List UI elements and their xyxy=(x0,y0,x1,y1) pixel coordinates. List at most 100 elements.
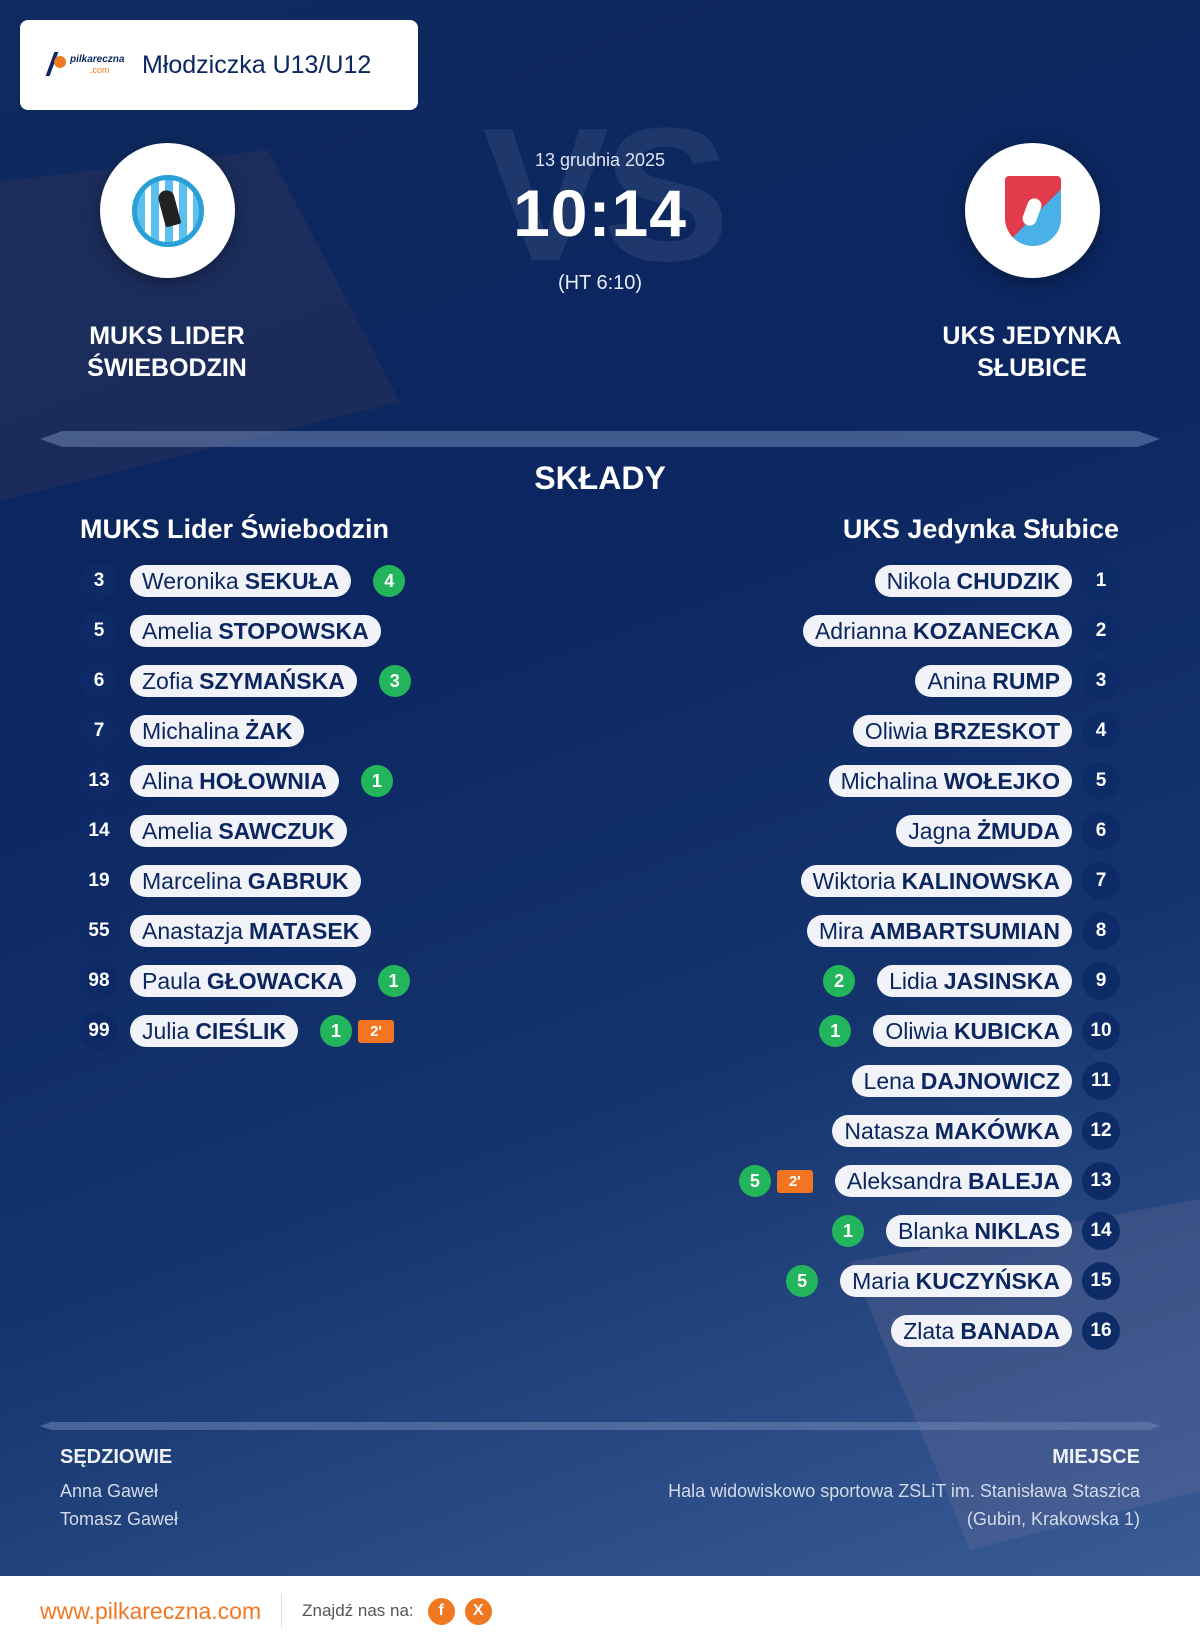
website-link[interactable]: www.pilkareczna.com xyxy=(40,1597,262,1624)
player-stats: 1 xyxy=(832,1215,865,1247)
player-first-name: Blanka xyxy=(898,1217,969,1244)
player-last-name: CIEŚLIK xyxy=(195,1017,287,1044)
footer-divider xyxy=(40,1422,1160,1430)
player-name: Lidia JASINSKA xyxy=(877,965,1072,997)
facebook-icon[interactable]: f xyxy=(427,1597,455,1625)
shirt-number: 16 xyxy=(1082,1312,1120,1350)
player-name: Zlata BANADA xyxy=(891,1315,1072,1347)
player-row: 3 Weronika SEKUŁA 4 xyxy=(80,556,411,606)
player-first-name: Lena xyxy=(863,1067,915,1094)
player-row: 98 Paula GŁOWACKA 1 xyxy=(80,956,411,1006)
away-lineup-title: UKS Jedynka Słubice xyxy=(842,514,1119,544)
player-first-name: Lidia xyxy=(889,967,938,994)
player-name: Adrianna KOZANECKA xyxy=(802,615,1072,647)
goals-badge: 5 xyxy=(738,1165,771,1197)
player-last-name: SEKUŁA xyxy=(244,567,340,594)
player-row: Lena DAJNOWICZ 11 xyxy=(739,1056,1120,1106)
player-last-name: MATASEK xyxy=(249,917,360,944)
player-name: Anastazja MATASEK xyxy=(130,915,372,947)
bottom-bar: www.pilkareczna.com Znajdź nas na: f X xyxy=(0,1576,1200,1646)
player-row: Wiktoria KALINOWSKA 7 xyxy=(739,856,1120,906)
player-last-name: GŁOWACKA xyxy=(206,967,344,994)
official-name: Anna Gaweł xyxy=(60,1481,159,1501)
player-stats: 1 xyxy=(360,765,393,797)
player-name: Natasza MAKÓWKA xyxy=(832,1115,1072,1147)
goals-badge: 1 xyxy=(377,965,410,997)
player-last-name: NIKLAS xyxy=(974,1217,1060,1244)
venue-block: MIEJSCE Hala widowiskowo sportowa ZSLiT … xyxy=(668,1446,1140,1533)
player-stats: 2 xyxy=(823,965,856,997)
player-last-name: BALEJA xyxy=(967,1167,1060,1194)
shirt-number: 55 xyxy=(80,912,118,950)
player-first-name: Aleksandra xyxy=(846,1167,962,1194)
player-last-name: SAWCZUK xyxy=(218,817,335,844)
player-row: 13 Alina HOŁOWNIA 1 xyxy=(80,756,411,806)
jedynka-crest-icon xyxy=(1004,175,1061,246)
goals-badge: 5 xyxy=(786,1265,819,1297)
shirt-number: 5 xyxy=(1082,762,1120,800)
player-first-name: Natasza xyxy=(844,1117,929,1144)
player-stats: 4 xyxy=(373,565,406,597)
player-name: Blanka NIKLAS xyxy=(886,1215,1072,1247)
away-team-name: UKS JEDYNKA SŁUBICE xyxy=(942,322,1122,382)
x-icon[interactable]: X xyxy=(464,1597,492,1625)
player-name: Nikola CHUDZIK xyxy=(874,565,1072,597)
player-row: 5 Maria KUCZYŃSKA 15 xyxy=(739,1256,1120,1306)
player-row: Jagna ŻMUDA 6 xyxy=(739,806,1120,856)
ball-icon xyxy=(54,56,66,68)
player-last-name: ŻMUDA xyxy=(976,817,1060,844)
player-first-name: Adrianna xyxy=(814,617,908,644)
shirt-number: 3 xyxy=(80,562,118,600)
shirt-number: 10 xyxy=(1082,1012,1120,1050)
player-row: Natasza MAKÓWKA 12 xyxy=(739,1106,1120,1156)
player-name: Lena DAJNOWICZ xyxy=(851,1065,1072,1097)
goals-badge: 1 xyxy=(832,1215,865,1247)
shirt-number: 9 xyxy=(1082,962,1120,1000)
player-name: Oliwia KUBICKA xyxy=(873,1015,1072,1047)
player-last-name: STOPOWSKA xyxy=(218,617,369,644)
shirt-number: 14 xyxy=(80,812,118,850)
player-first-name: Alina xyxy=(142,767,194,794)
player-name: Jagna ŻMUDA xyxy=(896,815,1072,847)
player-last-name: KOZANECKA xyxy=(913,617,1060,644)
player-name: Michalina WOŁEJKO xyxy=(828,765,1072,797)
player-row: 55 Anastazja MATASEK xyxy=(80,906,411,956)
player-stats: 1 xyxy=(377,965,410,997)
player-name: Amelia STOPOWSKA xyxy=(130,615,381,647)
player-row: 19 Marcelina GABRUK xyxy=(80,856,411,906)
player-first-name: Paula xyxy=(142,967,201,994)
pilkareczna-logo[interactable]: pilkareczna .com xyxy=(45,52,124,78)
officials-block: SĘDZIOWIE Anna Gaweł Tomasz Gaweł xyxy=(60,1446,178,1533)
vs-watermark: VS xyxy=(482,89,729,301)
player-first-name: Weronika xyxy=(142,567,239,594)
player-row: 5 2' Aleksandra BALEJA 13 xyxy=(738,1156,1120,1206)
goals-badge: 1 xyxy=(320,1015,353,1047)
category-title: Młodziczka U13/U12 xyxy=(142,50,372,79)
player-first-name: Maria xyxy=(852,1267,910,1294)
player-name: Wiktoria KALINOWSKA xyxy=(800,865,1072,897)
player-name: Amelia SAWCZUK xyxy=(130,815,347,847)
player-row: Oliwia BRZESKOT 4 xyxy=(739,706,1120,756)
lider-crest-icon xyxy=(131,174,204,247)
shirt-number: 13 xyxy=(1082,1162,1120,1200)
player-first-name: Nikola xyxy=(886,567,951,594)
player-row: Nikola CHUDZIK 1 xyxy=(739,556,1120,606)
player-name: Maria KUCZYŃSKA xyxy=(840,1265,1072,1297)
shirt-number: 14 xyxy=(1082,1212,1120,1250)
home-lineup-title: MUKS Lider Świebodzin xyxy=(80,514,390,544)
footer-separator xyxy=(281,1594,283,1628)
player-stats: 1 2' xyxy=(320,1015,395,1047)
shirt-number: 12 xyxy=(1082,1112,1120,1150)
player-first-name: Marcelina xyxy=(142,867,242,894)
player-name: Mira AMBARTSUMIAN xyxy=(806,915,1072,947)
player-name: Julia CIEŚLIK xyxy=(130,1015,299,1047)
player-last-name: KUCZYŃSKA xyxy=(915,1267,1060,1294)
player-first-name: Oliwia xyxy=(885,1017,948,1044)
player-first-name: Oliwia xyxy=(864,717,928,744)
home-team-name: MUKS LIDER ŚWIEBODZIN xyxy=(87,322,247,382)
goals-badge: 1 xyxy=(819,1015,852,1047)
player-row: 99 Julia CIEŚLIK 1 2' xyxy=(80,1006,411,1056)
player-stats: 3 xyxy=(378,665,411,697)
goals-badge: 3 xyxy=(378,665,411,697)
logo-domain: .com xyxy=(90,65,110,75)
